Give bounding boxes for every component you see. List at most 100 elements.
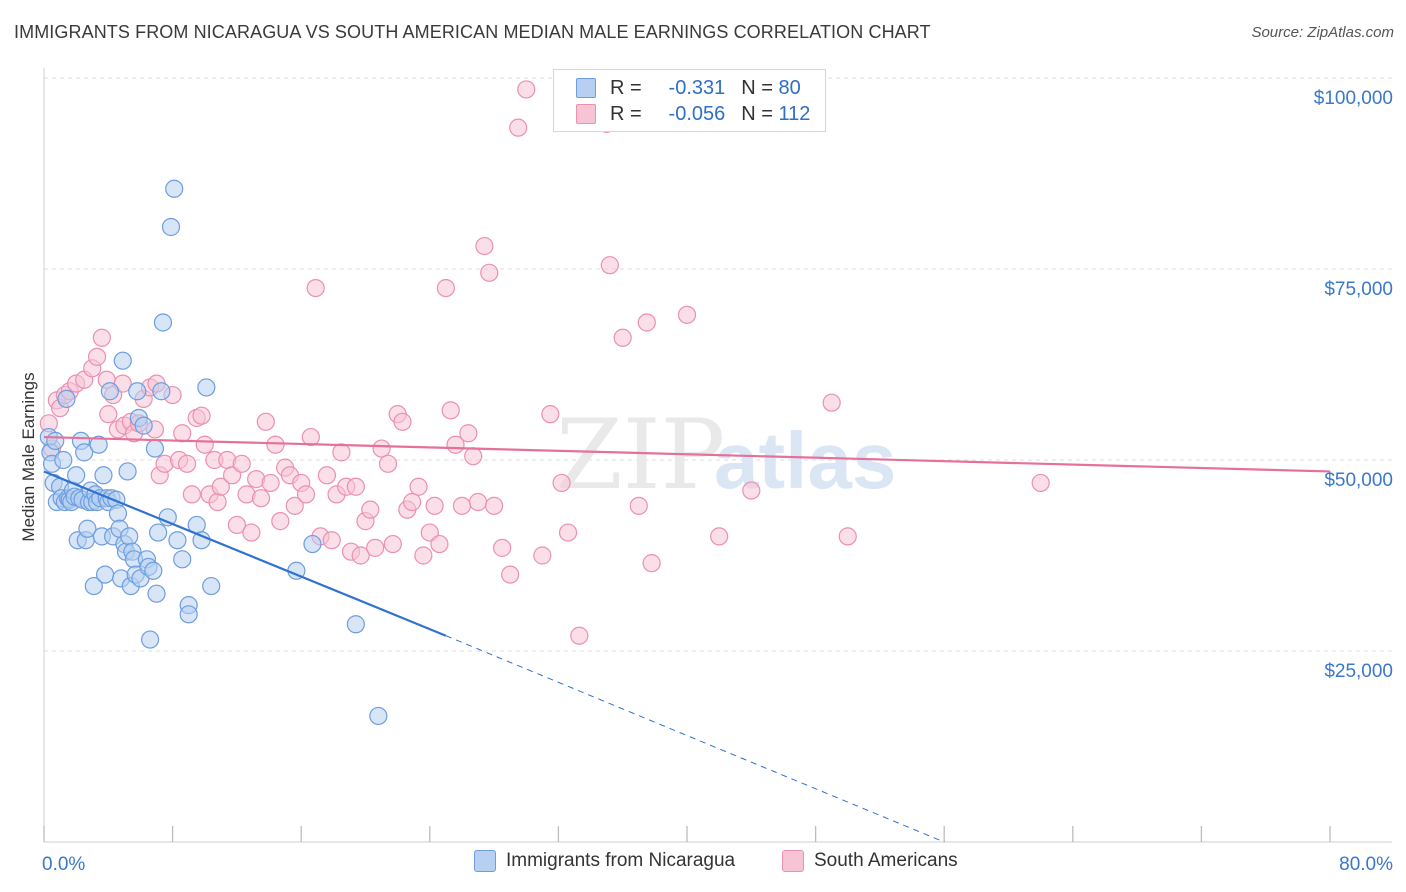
south-americans-points	[39, 80, 1050, 645]
legend-r-value: -0.331	[668, 76, 726, 99]
data-point	[570, 626, 589, 645]
data-point	[372, 439, 391, 458]
data-point	[838, 527, 857, 546]
data-point	[84, 576, 103, 596]
data-point	[322, 531, 341, 550]
data-point	[677, 305, 697, 324]
data-point	[285, 496, 304, 515]
data-point	[46, 431, 65, 450]
data-point	[57, 389, 76, 408]
data-point	[637, 313, 656, 332]
data-point	[140, 630, 160, 649]
data-point	[613, 328, 632, 347]
data-point	[1031, 473, 1050, 493]
data-point	[409, 477, 428, 496]
legend-item-nicaragua[interactable]: Immigrants from Nicaragua	[474, 850, 735, 872]
y-tick-label: $50,000	[1324, 470, 1393, 491]
data-point	[464, 447, 483, 466]
legend-n-label: N =	[741, 76, 773, 99]
data-point	[301, 427, 320, 447]
data-point	[99, 405, 118, 424]
data-point	[54, 450, 73, 470]
data-point	[211, 477, 230, 496]
data-point	[403, 492, 422, 512]
data-point	[509, 118, 528, 137]
legend-swatch-pink	[782, 850, 804, 872]
data-point	[197, 378, 216, 397]
legend-row-south-americans: R = -0.056 N = 112	[554, 101, 810, 127]
data-point	[75, 443, 94, 462]
watermark: ZIP atlas	[556, 399, 896, 511]
data-point	[202, 576, 221, 596]
data-point	[332, 443, 351, 462]
data-point	[558, 523, 578, 542]
y-tick-label: $100,000	[1314, 88, 1393, 109]
data-point	[89, 435, 108, 454]
data-point	[149, 523, 168, 542]
data-point	[261, 473, 280, 493]
grid-lines	[44, 77, 1392, 652]
data-point	[168, 531, 187, 550]
data-point	[822, 393, 841, 412]
data-point	[552, 473, 571, 493]
y-tick-label: $25,000	[1324, 661, 1393, 682]
legend-label-south-americans: South Americans	[814, 850, 958, 871]
chart-title: IMMIGRANTS FROM NICARAGUA VS SOUTH AMERI…	[14, 22, 931, 42]
data-point	[128, 382, 147, 401]
legend-r-value: -0.056	[668, 102, 726, 125]
data-point	[165, 179, 184, 198]
data-point	[378, 454, 398, 473]
legend-n-label: N =	[741, 102, 773, 125]
data-point	[501, 565, 520, 584]
data-point	[177, 454, 197, 473]
data-point	[108, 504, 128, 523]
data-point	[158, 508, 177, 527]
data-point	[173, 424, 192, 443]
nicaragua-points	[39, 179, 388, 726]
data-point	[493, 538, 512, 557]
data-point	[145, 439, 165, 458]
data-point	[87, 347, 107, 366]
data-point	[296, 485, 316, 504]
data-point	[266, 435, 285, 454]
data-point	[480, 263, 499, 282]
data-point	[366, 538, 385, 557]
data-point	[485, 496, 504, 515]
data-point	[303, 534, 322, 554]
data-point	[533, 546, 552, 565]
data-point	[95, 565, 115, 584]
data-point	[147, 584, 166, 603]
correlation-legend: R = -0.331 N = 80 R = -0.056 N = 112	[553, 69, 826, 132]
watermark-atlas: atlas	[714, 416, 896, 505]
data-point	[430, 534, 449, 554]
data-point	[742, 481, 761, 500]
legend-row-nicaragua: R = -0.331 N = 80	[554, 75, 801, 101]
data-point	[393, 412, 412, 431]
data-point	[232, 454, 251, 473]
data-point	[192, 406, 211, 425]
data-point	[100, 382, 120, 401]
data-point	[459, 424, 478, 443]
data-point	[317, 466, 337, 485]
data-point	[369, 706, 388, 726]
data-point	[78, 519, 97, 538]
data-point	[161, 217, 181, 237]
data-point	[475, 236, 494, 256]
data-point	[361, 500, 380, 519]
source-label: Source: ZipAtlas.com	[1251, 24, 1394, 41]
legend-swatch-blue	[474, 850, 496, 872]
legend-item-south-americans[interactable]: South Americans	[782, 850, 958, 872]
data-point	[351, 546, 370, 565]
data-point	[441, 401, 460, 420]
data-point	[642, 554, 661, 573]
data-point	[541, 405, 560, 424]
tick-labels: $25,000 $50,000 $75,000 $100,000 0.0% 80.0%	[42, 88, 1393, 875]
data-point	[92, 328, 111, 347]
data-point	[173, 550, 192, 569]
legend-r-label: R =	[610, 102, 642, 125]
data-point	[144, 561, 163, 580]
data-point	[517, 80, 536, 99]
data-point	[346, 615, 365, 634]
trend-line-nicaragua-extension	[445, 635, 945, 843]
